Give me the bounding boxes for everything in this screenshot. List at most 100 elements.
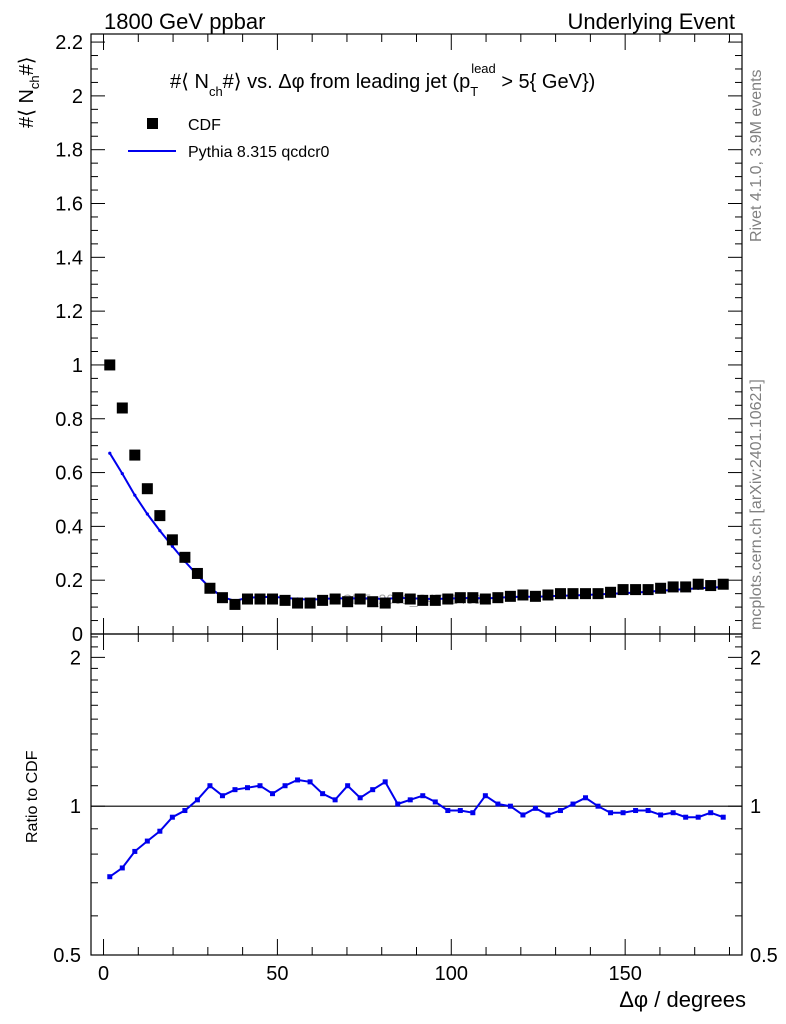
ratio-point <box>257 783 263 789</box>
cdf-point <box>554 588 566 600</box>
cdf-point <box>154 510 166 522</box>
cdf-point <box>166 534 178 546</box>
ratio-point <box>633 808 639 814</box>
ratio-point <box>557 808 563 814</box>
cdf-point <box>454 592 466 604</box>
x-tick-label: 0 <box>98 963 109 985</box>
cdf-point <box>104 359 116 371</box>
ratio-point <box>132 848 138 854</box>
ratio-point <box>144 838 150 844</box>
ratio-point <box>432 799 438 805</box>
cdf-point <box>204 582 216 594</box>
cdf-point <box>717 578 729 590</box>
cdf-point <box>479 593 491 605</box>
y-tick-label: 1.2 <box>55 301 83 323</box>
ratio-point <box>545 812 551 818</box>
y-tick-label: 0.8 <box>55 409 83 431</box>
cdf-point <box>292 597 304 609</box>
cdf-point <box>642 584 654 596</box>
ratio-point <box>182 808 188 814</box>
y-tick-label: 0.4 <box>55 516 83 538</box>
cdf-point <box>592 588 604 600</box>
legend-mc-label: Pythia 8.315 qcdcr0 <box>188 144 330 161</box>
y-tick-label: 1.8 <box>55 140 83 162</box>
y-tick-label: 0 <box>72 624 83 646</box>
y-axis-label: #⟨ Nch#⟩ <box>16 56 42 128</box>
ratio-point <box>482 793 488 799</box>
cdf-point <box>504 590 516 602</box>
cdf-point <box>529 590 541 602</box>
ratio-point <box>370 787 376 793</box>
cdf-point <box>567 588 579 600</box>
ratio-tick-label-right: 2 <box>750 647 761 669</box>
rivet-label: Rivet 4.1.0, 3.9M events <box>748 69 765 242</box>
cdf-point <box>329 593 341 605</box>
ratio-point <box>670 810 676 816</box>
mc-point <box>170 544 174 548</box>
header-right: Underlying Event <box>567 9 735 34</box>
cdf-point <box>517 589 529 601</box>
ratio-point <box>307 779 313 785</box>
ratio-point <box>107 874 113 880</box>
ratio-point <box>357 795 363 801</box>
ratio-point <box>169 814 175 820</box>
ratio-point <box>720 814 726 820</box>
ratio-point <box>270 791 276 797</box>
y-tick-label: 1 <box>72 355 83 377</box>
ratio-tick-label-right: 0.5 <box>750 945 778 967</box>
cdf-point <box>580 588 592 600</box>
mc-point <box>120 472 124 476</box>
ratio-point <box>244 785 250 791</box>
cdf-point <box>617 584 629 596</box>
plot-title: #⟨ Nch#⟩ vs. Δφ from leading jet (pTlead… <box>170 61 595 99</box>
ratio-point <box>683 814 689 820</box>
ratio-point <box>207 783 213 789</box>
cdf-point <box>429 594 441 606</box>
main-plot: 0 0.2 0.4 0.6 0.8 1 1.2 1.4 1.6 1.8 2 2.2 <box>55 32 743 955</box>
ratio-point <box>157 828 163 834</box>
cdf-point <box>254 593 266 605</box>
cdf-point <box>129 449 141 461</box>
ratio-point <box>232 787 238 793</box>
ratio-point <box>445 808 451 814</box>
y-tick-label: 1.4 <box>55 247 83 269</box>
cdf-point <box>141 483 153 495</box>
ratio-point <box>332 797 338 803</box>
cdf-point <box>229 598 241 610</box>
cdf-point <box>116 402 128 414</box>
ratio-point <box>532 805 538 811</box>
cdf-point <box>179 551 191 563</box>
cdf-point <box>680 581 692 593</box>
y-tick-label: 2.2 <box>55 32 83 54</box>
cdf-point <box>267 593 279 605</box>
cdf-point <box>367 596 379 608</box>
x-axis-label: Δφ / degrees <box>619 987 746 1012</box>
cdf-point <box>191 567 203 579</box>
ratio-point <box>608 810 614 816</box>
ratio-tick-label: 2 <box>70 647 81 669</box>
ratio-point <box>119 865 125 871</box>
cdf-point <box>216 592 228 604</box>
x-tick-label: 50 <box>266 963 288 985</box>
x-tick-label: 100 <box>435 963 468 985</box>
mc-point <box>158 529 162 533</box>
ratio-point <box>395 801 401 807</box>
cdf-point <box>379 597 391 609</box>
ratio-point <box>420 793 426 799</box>
ratio-frame <box>90 633 743 956</box>
cdf-point <box>354 593 366 605</box>
ratio-point <box>457 808 463 814</box>
ratio-point <box>645 808 651 814</box>
y-tick-label: 2 <box>72 86 83 108</box>
ratio-point <box>658 812 664 818</box>
ratio-y-label: Ratio to CDF <box>24 750 41 843</box>
cdf-point <box>392 592 404 604</box>
ratio-point <box>570 801 576 807</box>
ratio-tick-label: 1 <box>70 796 81 818</box>
ratio-point <box>595 803 601 809</box>
ratio-point <box>620 810 626 816</box>
mc-point <box>145 512 149 516</box>
ratio-point <box>407 797 413 803</box>
ratio-point <box>282 783 288 789</box>
ratio-tick-label-right: 1 <box>750 796 761 818</box>
